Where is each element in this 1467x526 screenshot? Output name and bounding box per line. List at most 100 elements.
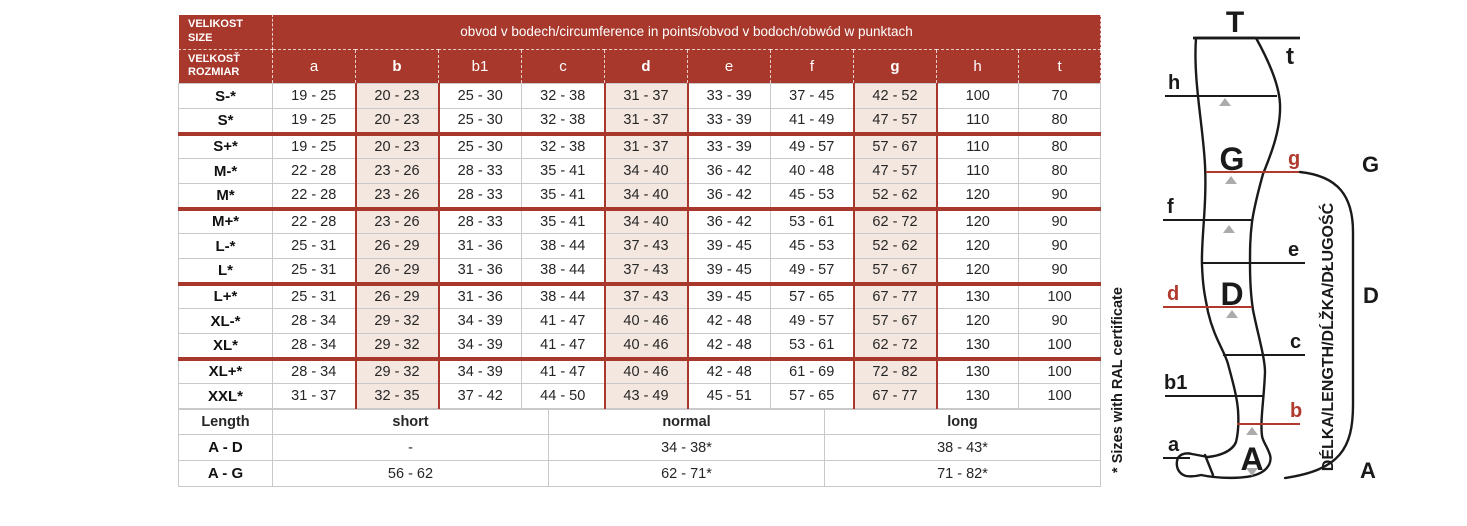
value-cell-a: 31 - 37 [272, 383, 356, 409]
size-label: M* [178, 183, 273, 209]
label-h: h [1168, 72, 1180, 94]
value-cell-b1: 25 - 30 [438, 131, 522, 159]
value-cell-h: 120 [936, 258, 1019, 284]
triangle-down-a-icon [1246, 468, 1258, 476]
value-cell-c: 35 - 41 [521, 158, 605, 184]
column-header-g: g [853, 48, 937, 84]
value-cell-d: 34 - 40 [603, 206, 689, 234]
value-cell-f: 41 - 49 [770, 108, 854, 134]
value-cell-g: 47 - 57 [852, 108, 938, 134]
bracket-label-G: G [1362, 152, 1379, 177]
length-axis-text: DÉLKA/LENGTH/DĹŽKA/DŁUGOŚĆ [1318, 202, 1337, 471]
value-cell-e: 33 - 39 [687, 83, 771, 109]
value-cell-g: 72 - 82 [852, 356, 938, 384]
size-row: M* 22 - 28 23 - 26 28 - 33 35 - 41 34 - 40 36 … [178, 183, 1102, 209]
value-cell-g: 57 - 67 [852, 131, 938, 159]
value-cell-g: 62 - 72 [852, 333, 938, 359]
value-cell-c: 38 - 44 [521, 281, 605, 309]
size-header-bottom-line2: ROZMIAR [188, 66, 240, 79]
value-cell-b1: 34 - 39 [438, 308, 522, 334]
value-cell-b1: 28 - 33 [438, 206, 522, 234]
value-cell-h: 110 [936, 131, 1019, 159]
value-cell-d: 40 - 46 [603, 356, 689, 384]
value-cell-t: 80 [1017, 108, 1102, 134]
length-value-cell: 38 - 43* [824, 434, 1101, 461]
value-cell-d: 34 - 40 [603, 158, 689, 184]
value-cell-e: 36 - 42 [687, 158, 771, 184]
value-cell-b1: 31 - 36 [438, 233, 522, 259]
size-header-top-line2: SIZE [188, 31, 213, 44]
size-row: XL-* 28 - 34 29 - 32 34 - 39 41 - 47 40 - 46 4… [178, 308, 1102, 334]
value-cell-g: 52 - 62 [852, 233, 938, 259]
size-label: L+* [178, 281, 273, 309]
value-cell-c: 41 - 47 [521, 356, 605, 384]
header-row-top: VELIKOST SIZE obvod v bodech/circumferen… [178, 14, 1102, 50]
value-cell-a: 28 - 34 [272, 356, 356, 384]
value-cell-e: 42 - 48 [687, 356, 771, 384]
label-A-big: A [1240, 441, 1263, 477]
value-cell-g: 67 - 77 [852, 383, 938, 409]
triangle-up-b-icon [1246, 427, 1258, 435]
value-cell-b: 29 - 32 [354, 333, 440, 359]
value-cell-h: 120 [936, 183, 1019, 209]
size-label: XXL* [178, 383, 273, 409]
value-cell-a: 28 - 34 [272, 333, 356, 359]
length-row-label: A - G [178, 460, 273, 487]
column-header-h: h [936, 48, 1019, 84]
triangle-up-h-icon [1219, 98, 1231, 106]
value-cell-c: 38 - 44 [521, 233, 605, 259]
value-cell-f: 49 - 57 [770, 308, 854, 334]
ral-certificate-note: * Sizes with RAL certificate [1110, 287, 1126, 473]
value-cell-b1: 25 - 30 [438, 83, 522, 109]
value-cell-c: 38 - 44 [521, 258, 605, 284]
column-header-e: e [687, 48, 771, 84]
label-e: e [1288, 239, 1299, 261]
value-cell-b: 26 - 29 [354, 233, 440, 259]
value-cell-e: 33 - 39 [687, 108, 771, 134]
value-cell-h: 130 [936, 356, 1019, 384]
value-cell-a: 28 - 34 [272, 308, 356, 334]
value-cell-t: 80 [1017, 158, 1102, 184]
value-cell-b: 20 - 23 [354, 83, 440, 109]
label-T-big: T [1226, 6, 1244, 39]
size-row: L* 25 - 31 26 - 29 31 - 36 38 - 44 37 - 43 39 … [178, 258, 1102, 284]
length-header-long: long [824, 409, 1101, 435]
value-cell-d: 37 - 43 [603, 258, 689, 284]
value-cell-f: 49 - 57 [770, 131, 854, 159]
value-cell-d: 31 - 37 [603, 131, 689, 159]
size-row: L-* 25 - 31 26 - 29 31 - 36 38 - 44 37 - 43 39… [178, 233, 1102, 259]
value-cell-g: 57 - 67 [852, 258, 938, 284]
size-row: L+* 25 - 31 26 - 29 31 - 36 38 - 44 37 - 43 39… [178, 281, 1102, 309]
label-c: c [1290, 331, 1301, 353]
value-cell-f: 45 - 53 [770, 233, 854, 259]
value-cell-a: 22 - 28 [272, 158, 356, 184]
value-cell-a: 25 - 31 [272, 281, 356, 309]
value-cell-b1: 25 - 30 [438, 108, 522, 134]
label-g-red: g [1288, 148, 1300, 170]
value-cell-e: 33 - 39 [687, 131, 771, 159]
value-cell-f: 37 - 45 [770, 83, 854, 109]
value-cell-f: 57 - 65 [770, 383, 854, 409]
value-cell-t: 100 [1017, 383, 1102, 409]
size-label: XL+* [178, 356, 273, 384]
value-cell-t: 90 [1017, 308, 1102, 334]
size-label: XL* [178, 333, 273, 359]
size-chart-tables: VELIKOST SIZE obvod v bodech/circumferen… [178, 14, 1102, 487]
value-cell-g: 47 - 57 [852, 158, 938, 184]
value-cell-a: 25 - 31 [272, 233, 356, 259]
label-b1: b1 [1164, 372, 1187, 394]
value-cell-t: 70 [1017, 83, 1102, 109]
label-G-big: G [1220, 141, 1245, 177]
value-cell-e: 36 - 42 [687, 206, 771, 234]
triangle-up-d-icon [1226, 310, 1238, 318]
column-header-f: f [770, 48, 854, 84]
size-row: S-* 19 - 25 20 - 23 25 - 30 32 - 38 31 - 37 33… [178, 83, 1102, 109]
size-label: S-* [178, 83, 273, 109]
value-cell-a: 22 - 28 [272, 183, 356, 209]
length-header-label: Length [178, 409, 273, 435]
value-cell-b1: 31 - 36 [438, 281, 522, 309]
value-cell-b: 23 - 26 [354, 183, 440, 209]
value-cell-t: 80 [1017, 131, 1102, 159]
length-value-cell: - [272, 434, 549, 461]
value-cell-b1: 37 - 42 [438, 383, 522, 409]
